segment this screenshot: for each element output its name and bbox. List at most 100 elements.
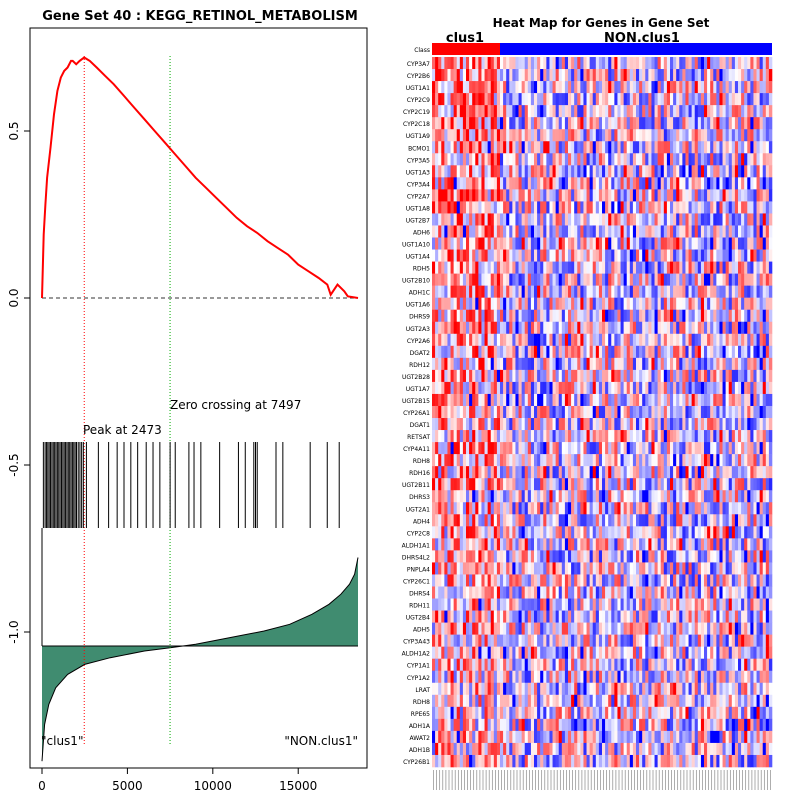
heatmap-cell (753, 261, 757, 274)
heatmap-cell (435, 466, 439, 479)
heatmap-cell (623, 442, 628, 455)
heatmap-cell (453, 81, 458, 94)
heatmap-cell (509, 502, 513, 515)
heatmap-cell (685, 466, 689, 479)
heatmap-cell (571, 369, 575, 383)
heatmap-cell (747, 405, 751, 419)
heatmap-cell (521, 345, 526, 359)
heatmap-cell (534, 261, 538, 274)
heatmap-cell (657, 562, 662, 575)
heatmap-cell (475, 225, 479, 238)
heatmap-cell (558, 490, 563, 503)
heatmap-cell (583, 201, 587, 214)
gene-row-label: CYP3A7 (407, 61, 430, 68)
heatmap-cell (549, 93, 553, 106)
heatmap-cell (496, 538, 501, 551)
heatmap-cell (765, 550, 770, 563)
heatmap-cell (663, 526, 668, 539)
heatmap-cell (719, 562, 723, 575)
gene-row-label: UGT2A3 (406, 326, 430, 333)
heatmap-cell (691, 165, 696, 178)
heatmap-cell (432, 57, 436, 70)
heatmap-cell (765, 297, 770, 311)
heatmap-cell (750, 129, 754, 142)
heatmap-cell (496, 153, 501, 166)
heatmap-cell (515, 285, 519, 298)
heatmap-cell (518, 81, 522, 94)
heatmap-cell (651, 369, 655, 383)
heatmap-cell (617, 141, 621, 154)
heatmap-cell (564, 345, 569, 359)
heatmap-cell (540, 357, 544, 371)
heatmap-cell (484, 442, 488, 455)
heatmap-cell (617, 117, 621, 130)
heatmap-cell (530, 502, 535, 515)
heatmap-cell (744, 430, 748, 443)
heatmap-cell (432, 405, 436, 419)
heatmap-cell (543, 249, 547, 262)
heatmap-cell (530, 285, 535, 298)
heatmap-cell (762, 405, 767, 419)
heatmap-cell (540, 333, 544, 347)
heatmap-cell (756, 333, 760, 347)
heatmap-cell (741, 502, 745, 515)
heatmap-cell (608, 237, 612, 250)
heatmap-cell (691, 213, 696, 226)
heatmap-cell (605, 574, 609, 587)
heatmap-cell (490, 285, 495, 298)
heatmap-cell (747, 550, 751, 563)
heatmap-cell (487, 129, 492, 142)
heatmap-cell (524, 249, 529, 262)
heatmap-cell (475, 285, 479, 298)
heatmap-cell (438, 526, 442, 539)
heatmap-cell (657, 357, 662, 371)
heatmap-cell (598, 297, 603, 311)
heatmap-cell (527, 249, 532, 262)
heatmap-cell (710, 418, 714, 431)
heatmap-cell (642, 117, 646, 130)
heatmap-cell (660, 93, 665, 106)
gene-row-label: UGT2B10 (402, 278, 430, 285)
heatmap-cell (561, 562, 566, 575)
heatmap-cell (592, 105, 597, 118)
heatmap-cell (568, 321, 572, 335)
heatmap-cell (574, 189, 578, 202)
heatmap-cell (524, 466, 529, 479)
heatmap-cell (623, 381, 628, 395)
heatmap-cell (697, 285, 702, 298)
heatmap-cell (673, 381, 677, 395)
heatmap-cell (623, 466, 628, 479)
heatmap-cell (614, 153, 618, 166)
heatmap-cell (490, 381, 495, 395)
heatmap-cell (456, 237, 461, 250)
heatmap-cell (676, 297, 680, 311)
heatmap-cell (444, 345, 448, 359)
heatmap-cell (670, 261, 674, 274)
heatmap-cell (648, 213, 652, 226)
heatmap-cell (558, 153, 563, 166)
heatmap-cell (577, 514, 581, 527)
heatmap-cell (614, 297, 618, 311)
heatmap-cell (738, 69, 742, 82)
heatmap-cell (592, 562, 597, 575)
heatmap-cell (753, 309, 757, 323)
heatmap-cell (676, 273, 680, 286)
heatmap-cell (645, 345, 649, 359)
heatmap-cell (629, 538, 634, 551)
heatmap-cell (617, 309, 621, 323)
heatmap-cell (469, 381, 473, 395)
heatmap-cell (697, 69, 702, 82)
heatmap-cell (571, 57, 575, 70)
heatmap-cell (435, 105, 439, 118)
heatmap-cell (670, 225, 674, 238)
heatmap-cell (768, 526, 773, 539)
heatmap-cell (453, 249, 458, 262)
heatmap-cell (645, 189, 649, 202)
heatmap-cell (756, 405, 760, 419)
heatmap-cell (663, 369, 668, 383)
heatmap-cell (645, 418, 649, 431)
heatmap-cell (728, 321, 733, 335)
heatmap-cell (744, 369, 748, 383)
heatmap-cell (617, 81, 621, 94)
heatmap-cell (648, 574, 652, 587)
